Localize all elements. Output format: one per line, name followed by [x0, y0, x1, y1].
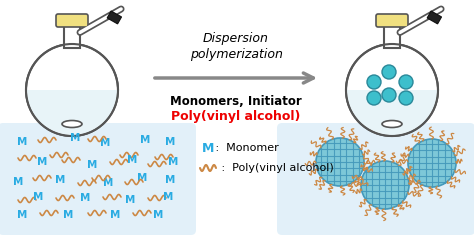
Circle shape [367, 91, 381, 105]
Circle shape [367, 75, 381, 89]
Text: M: M [70, 133, 80, 143]
Text: M: M [87, 160, 97, 170]
Text: M: M [55, 175, 65, 185]
Text: M: M [80, 193, 90, 203]
Bar [64, 24, 80, 48]
Text: M: M [33, 192, 43, 202]
Text: Poly(vinyl alcohol): Poly(vinyl alcohol) [171, 110, 301, 123]
FancyBboxPatch shape [277, 123, 474, 235]
Text: :  Poly(vinyl alcohol): : Poly(vinyl alcohol) [218, 163, 334, 173]
Text: M: M [165, 175, 175, 185]
Text: M: M [202, 141, 214, 154]
Text: M: M [37, 157, 47, 167]
Circle shape [382, 65, 396, 79]
Text: M: M [100, 138, 110, 148]
Circle shape [399, 75, 413, 89]
Circle shape [382, 88, 396, 102]
Text: M: M [17, 210, 27, 220]
Text: M: M [17, 137, 27, 147]
Text: M: M [168, 157, 178, 167]
Circle shape [361, 161, 409, 209]
Text: M: M [165, 137, 175, 147]
Circle shape [399, 91, 413, 105]
Text: M: M [127, 155, 137, 165]
Text: M: M [125, 195, 135, 205]
Text: M: M [110, 210, 120, 220]
FancyBboxPatch shape [56, 14, 88, 27]
Text: M: M [140, 135, 150, 145]
Text: M: M [63, 210, 73, 220]
Wedge shape [27, 90, 117, 135]
Wedge shape [347, 90, 437, 135]
Ellipse shape [62, 121, 82, 128]
Text: Monomers, Initiator: Monomers, Initiator [170, 95, 302, 108]
Bar [384, 24, 400, 48]
Text: M: M [163, 192, 173, 202]
Bar [427, 11, 441, 24]
Circle shape [26, 44, 118, 136]
Text: M: M [103, 178, 113, 188]
Text: M: M [153, 210, 163, 220]
Text: M: M [13, 177, 23, 187]
Text: :  Monomer: : Monomer [212, 143, 279, 153]
Text: M: M [137, 173, 147, 183]
FancyBboxPatch shape [0, 123, 196, 235]
FancyBboxPatch shape [376, 14, 408, 27]
Circle shape [408, 139, 456, 187]
Circle shape [316, 138, 364, 186]
Bar [107, 11, 121, 24]
Ellipse shape [382, 121, 402, 128]
Text: Dispersion
polymerization: Dispersion polymerization [190, 32, 283, 61]
Circle shape [346, 44, 438, 136]
